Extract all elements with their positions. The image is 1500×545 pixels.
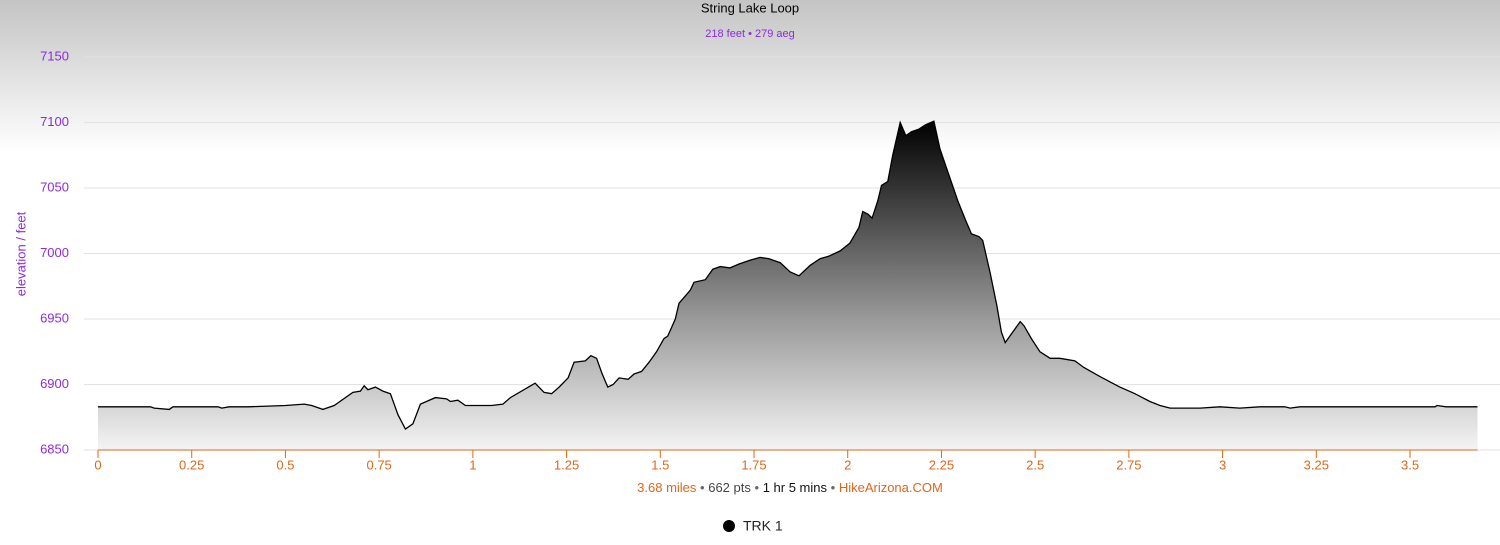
line xyxy=(98,120,1478,430)
footer-separator: • xyxy=(700,480,705,495)
footer-distance: 3.68 miles xyxy=(637,480,697,495)
x-tick-label: 2.75 xyxy=(1116,457,1141,472)
x-tick-label: 2 xyxy=(844,457,851,472)
footer-points: 662 pts xyxy=(708,480,751,495)
y-axis-label: elevation / feet xyxy=(13,211,28,296)
x-tick-label: 3.5 xyxy=(1401,457,1419,472)
footer-source: HikeArizona.COM xyxy=(839,480,943,495)
x-tick-label: 1.25 xyxy=(554,457,579,472)
footer: 3.68 miles • 662 pts • 1 hr 5 mins • Hik… xyxy=(637,480,943,495)
x-tick-label: 0.25 xyxy=(179,457,204,472)
area xyxy=(98,121,1478,450)
y-tick-label: 6900 xyxy=(40,376,69,391)
x-tick-label: 1.75 xyxy=(741,457,766,472)
chart-title: String Lake Loop xyxy=(701,0,799,15)
y-tick-label: 7000 xyxy=(40,245,69,260)
y-tick-label: 6850 xyxy=(40,441,69,456)
x-tick-label: 3.25 xyxy=(1304,457,1329,472)
footer-separator: • xyxy=(831,480,836,495)
x-tick-label: 1 xyxy=(469,457,476,472)
x-tick-label: 1.5 xyxy=(651,457,669,472)
chart-subtitle: 218 feet • 279 aeg xyxy=(705,28,794,40)
legend-marker[interactable] xyxy=(723,520,735,532)
x-tick-label: 0.5 xyxy=(276,457,294,472)
x-tick-label: 0 xyxy=(94,457,101,472)
y-tick-label: 7150 xyxy=(40,48,69,63)
y-tick-label: 7100 xyxy=(40,114,69,129)
y-tick-label: 6950 xyxy=(40,310,69,325)
footer-duration: 1 hr 5 mins xyxy=(763,480,828,495)
footer-separator: • xyxy=(755,480,760,495)
x-tick-label: 2.5 xyxy=(1026,457,1044,472)
x-tick-label: 0.75 xyxy=(366,457,391,472)
x-tick-label: 3 xyxy=(1219,457,1226,472)
x-tick-label: 2.25 xyxy=(929,457,954,472)
legend-label[interactable]: TRK 1 xyxy=(743,518,783,534)
y-tick-label: 7050 xyxy=(40,179,69,194)
